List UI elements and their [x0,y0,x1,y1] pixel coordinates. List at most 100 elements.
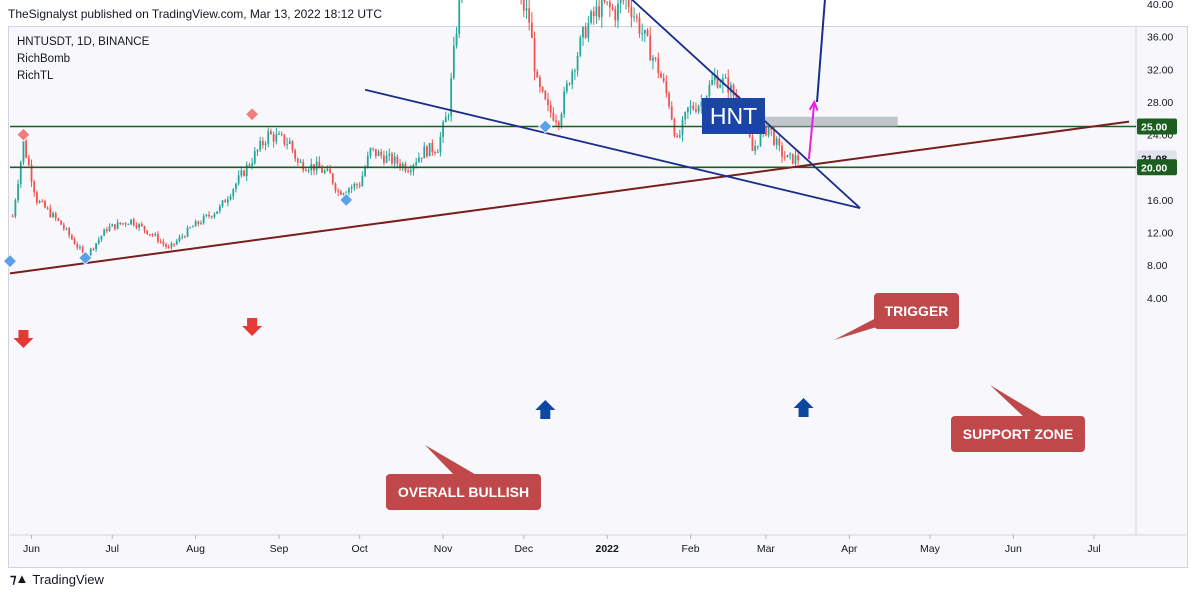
candle-body [764,125,767,136]
symbol-label[interactable]: HNTUSDT, 1D, BINANCE [17,36,150,48]
sell-diamond-marker [245,107,260,122]
candle-body [19,162,22,184]
y-tick-label: 4.00 [1147,293,1168,305]
y-tick-label: 32.00 [1147,64,1173,76]
candle-body [708,84,711,97]
x-tick-label: Jun [1005,543,1022,555]
candle-body [794,155,797,164]
candle-body [132,219,135,226]
candle-body [374,148,377,156]
candle-body [178,237,181,241]
x-tick-label: May [920,543,941,555]
candle-body [243,170,245,176]
candle-body [455,33,458,46]
candle-body [549,104,552,113]
candle-body [689,105,692,108]
candle-body [665,81,668,94]
candle-body [245,164,248,176]
candle-body [415,162,418,165]
level-20-price-tag-bg [1137,159,1177,176]
candle-body [146,230,149,235]
candle-body [286,143,288,145]
candle-body [11,216,14,218]
candle-body [565,83,568,92]
candle-body [627,0,630,7]
overall-bullish-callout-box [386,474,541,510]
candle-body [200,223,202,225]
candle-body [138,224,141,228]
candle-body [775,138,778,145]
support-zone-callout-label: SUPPORT ZONE [963,426,1073,442]
footer: ⁊▲ TradingView [10,571,104,587]
buy-diamond-marker [339,192,354,208]
target-arrow [816,0,826,103]
candle-body [302,161,305,171]
x-tick-label: Apr [841,543,858,555]
x-tick-label: Feb [682,543,700,555]
x-tick-label: Jul [1087,543,1100,555]
indicator-richtl[interactable]: RichTL [17,70,54,82]
candle-body [444,116,447,123]
level-20-price-tag: 20.00 [1141,162,1167,174]
x-tick-label: Oct [352,543,368,555]
candle-body [65,228,68,230]
candle-body [660,73,662,78]
candle-body [635,16,638,18]
candle-body [348,188,350,193]
candle-body [108,226,111,231]
rising-trendline [9,120,1130,275]
sell-arrow-down-icon [242,318,263,336]
candle-body [33,181,36,193]
candle-body [713,75,716,80]
candle-body [436,152,439,154]
candle-body [592,11,595,17]
candle-body [711,79,713,85]
candle-body [670,106,673,120]
candle-body [256,149,259,152]
candle-body [81,247,84,253]
candle-body [719,85,722,88]
candle-body [571,71,574,85]
candle-body [789,153,791,155]
candle-body [781,145,783,157]
y-tick-label: 16.00 [1147,195,1173,207]
candle-body [372,148,375,150]
candle-body [652,57,654,61]
tradingview-logo-icon: ⁊▲ [10,571,28,586]
candle-body [649,35,652,61]
candle-body [754,146,757,151]
candle-body [364,167,366,176]
chart-legend: HNTUSDT, 1D, BINANCE RichBomb RichTL [17,34,149,85]
candle-body [452,45,455,78]
chart-panel[interactable] [8,26,1188,568]
candle-body [391,153,393,164]
candle-body [574,70,576,72]
wedge-upper-line [631,0,861,209]
candle-body [79,247,81,249]
candle-body [267,131,270,144]
indicator-richbomb[interactable]: RichBomb [17,53,71,65]
candle-body [426,146,428,157]
candle-body [576,55,579,71]
candle-body [563,91,566,115]
trigger-callout-box [874,293,959,329]
candle-body [76,244,79,248]
candle-body [130,219,132,225]
candle-body [587,22,590,38]
candle-body [165,244,167,247]
y-tick-label: 12.00 [1147,228,1173,240]
y-tick-label: 36.00 [1147,32,1173,44]
candle-body [100,235,103,240]
candle-body [568,83,571,85]
x-tick-label: Jul [106,543,119,555]
support-zone-callout-box [951,416,1085,452]
candle-body [643,29,646,34]
candle-body [175,240,178,245]
candle-body [608,1,611,8]
candle-body [264,143,267,145]
candle-body [27,157,30,165]
candle-body [17,183,19,201]
candle-body [396,156,399,164]
candle-body [221,200,224,207]
